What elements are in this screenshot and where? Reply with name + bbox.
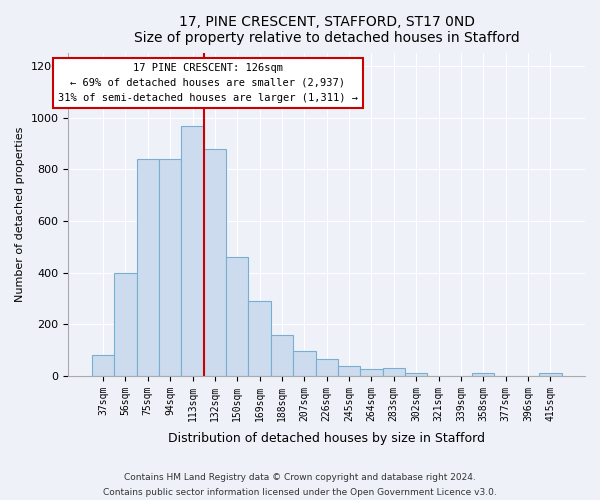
Bar [271,334,293,376]
Bar [248,301,271,376]
Text: Contains HM Land Registry data © Crown copyright and database right 2024.: Contains HM Land Registry data © Crown c… [124,473,476,482]
Text: 17 PINE CRESCENT: 126sqm
← 69% of detached houses are smaller (2,937)
31% of sem: 17 PINE CRESCENT: 126sqm ← 69% of detach… [58,63,358,102]
Bar [137,159,159,376]
Text: Contains public sector information licensed under the Open Government Licence v3: Contains public sector information licen… [103,488,497,497]
Bar [539,374,562,376]
Bar [293,352,316,376]
Bar [472,374,494,376]
X-axis label: Distribution of detached houses by size in Stafford: Distribution of detached houses by size … [168,432,485,445]
Bar [181,126,204,376]
Bar [383,368,405,376]
Title: 17, PINE CRESCENT, STAFFORD, ST17 0ND
Size of property relative to detached hous: 17, PINE CRESCENT, STAFFORD, ST17 0ND Si… [134,15,520,45]
Bar [114,272,137,376]
Bar [204,149,226,376]
Bar [316,359,338,376]
Bar [159,159,181,376]
Bar [360,370,383,376]
Bar [338,366,360,376]
Y-axis label: Number of detached properties: Number of detached properties [15,127,25,302]
Bar [92,356,114,376]
Bar [226,257,248,376]
Bar [405,374,427,376]
